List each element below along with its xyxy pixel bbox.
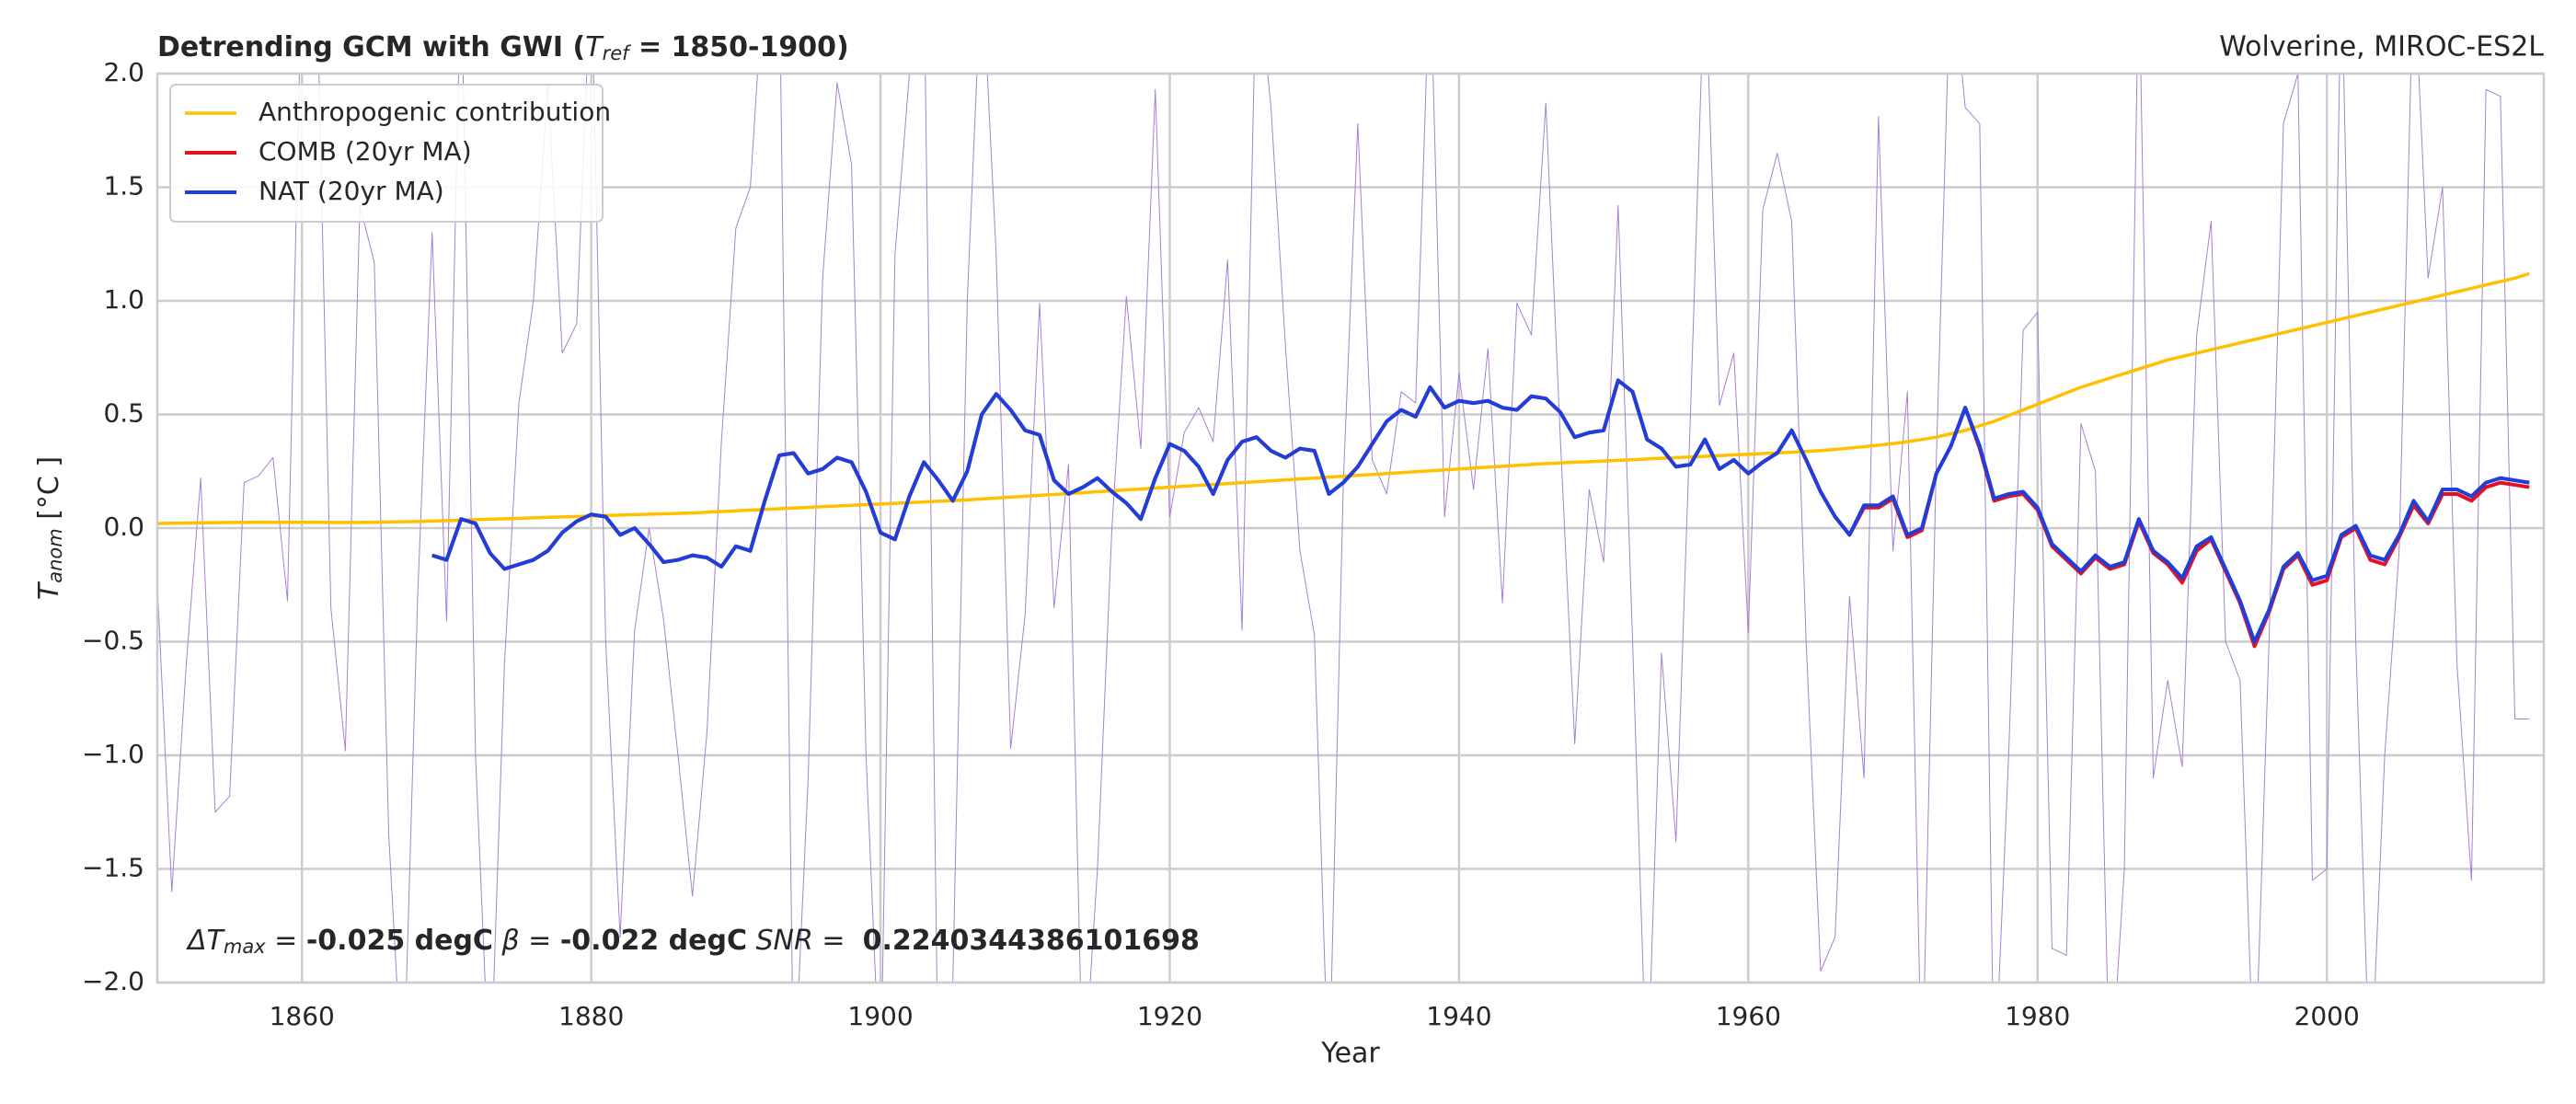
- y-tick-label: −1.5: [82, 853, 144, 883]
- ylabel-symbol: T: [33, 581, 65, 600]
- title-subscript: ref: [603, 42, 633, 64]
- annotation-value: -0.025 degC: [306, 925, 493, 957]
- chart-subtitle: Wolverine, MIROC-ES2L: [2219, 31, 2544, 63]
- y-tick-label: 0.0: [103, 512, 144, 542]
- y-tick-label: 1.0: [103, 284, 144, 315]
- annotation-symbol: ΔT: [186, 925, 226, 957]
- x-tick-label: 1900: [847, 1001, 913, 1031]
- title-symbol: T: [585, 31, 604, 63]
- legend: Anthropogenic contribution COMB (20yr MA)…: [169, 84, 611, 223]
- x-tick-label: 1880: [558, 1001, 624, 1031]
- x-tick-label: 1960: [1716, 1001, 1781, 1031]
- y-tick-label: 0.5: [103, 398, 144, 429]
- legend-label: NAT (20yr MA): [259, 176, 444, 206]
- annotation-subscript: max: [224, 936, 266, 958]
- annotation-value: -0.022 degC: [560, 925, 747, 957]
- annotation-text: =: [520, 925, 560, 957]
- title-text: = 1850-1900): [629, 31, 849, 63]
- annotation-value: 0.2240344386101698: [863, 925, 1200, 957]
- y-tick-label: −1.0: [82, 739, 144, 769]
- x-tick-label: 2000: [2294, 1001, 2360, 1031]
- legend-label: COMB (20yr MA): [259, 136, 472, 167]
- x-tick-label: 1940: [1426, 1001, 1491, 1031]
- annotation: ΔTmax = -0.025 degC β = -0.022 degC SNR …: [186, 925, 1200, 959]
- y-axis-label: Tanom [°C ]: [33, 456, 67, 600]
- series-line: [431, 378, 2530, 644]
- legend-label: Anthropogenic contribution: [259, 97, 611, 127]
- y-tick-label: −0.5: [82, 626, 144, 656]
- ylabel-subscript: anom: [44, 528, 66, 582]
- chart-title: Detrending GCM with GWI (Tref = 1850-190…: [157, 31, 849, 65]
- x-tick-label: 1860: [270, 1001, 335, 1031]
- annotation-text: =: [266, 925, 306, 957]
- x-tick-label: 1980: [2005, 1001, 2070, 1031]
- y-tick-label: 2.0: [103, 57, 144, 87]
- annotation-symbol: SNR: [747, 925, 813, 957]
- ylabel-text: [°C ]: [33, 456, 65, 528]
- annotation-symbol: β: [493, 925, 520, 957]
- annotation-text: =: [813, 925, 863, 957]
- title-text: Detrending GCM with GWI (: [157, 31, 585, 63]
- x-axis-label: Year: [1320, 1038, 1380, 1070]
- legend-box: [169, 84, 604, 223]
- plot-frame: [155, 72, 2546, 984]
- series-line: [157, 271, 2530, 525]
- y-tick-label: −2.0: [82, 966, 144, 996]
- x-tick-label: 1920: [1137, 1001, 1202, 1031]
- y-tick-label: 1.5: [103, 171, 144, 201]
